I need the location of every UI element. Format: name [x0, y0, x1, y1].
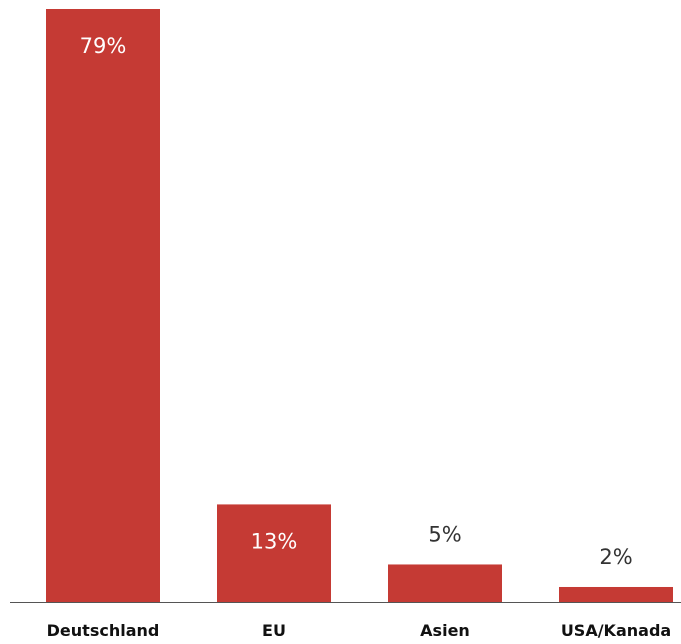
x-tick-labels-group: Deutschland EU Asien USA/Kanada: [47, 621, 672, 640]
bar-asien: [388, 564, 502, 602]
bars-group: [46, 9, 673, 602]
x-tick-label: Asien: [420, 621, 470, 640]
value-label: 79%: [80, 34, 127, 58]
x-tick-label: USA/Kanada: [561, 621, 671, 640]
value-label: 2%: [599, 545, 632, 569]
bar-deutschland: [46, 9, 160, 602]
value-label: 5%: [428, 522, 461, 546]
value-label: 13%: [251, 529, 298, 553]
value-labels-group: 79% 13% 5% 2%: [80, 34, 633, 569]
bar-eu: [217, 504, 331, 602]
x-tick-label: Deutschland: [47, 621, 160, 640]
x-tick-label: EU: [262, 621, 286, 640]
bar-usa-kanada: [559, 586, 673, 602]
